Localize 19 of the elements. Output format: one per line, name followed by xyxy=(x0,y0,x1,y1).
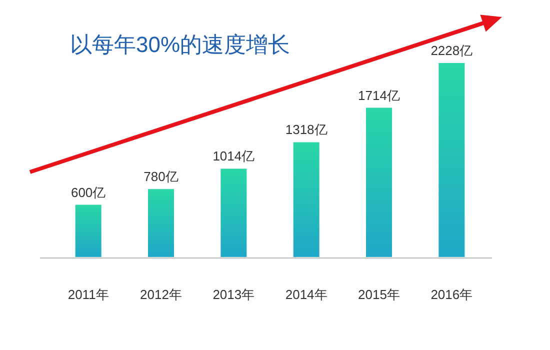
x-tick-label: 2015年 xyxy=(358,287,400,302)
bar xyxy=(438,63,465,257)
data-label: 1714亿 xyxy=(358,88,400,103)
x-tick-label: 2014年 xyxy=(285,287,328,302)
data-label: 1318亿 xyxy=(285,122,328,138)
data-label: 1014亿 xyxy=(212,148,255,164)
x-tick-label: 2012年 xyxy=(140,287,182,302)
bar xyxy=(148,189,174,257)
bar xyxy=(220,168,247,257)
bar xyxy=(366,108,392,257)
data-label: 600亿 xyxy=(70,184,106,200)
x-tick-label: 2011年 xyxy=(68,287,109,302)
chart-title: 以每年30%的速度增长 xyxy=(70,32,290,57)
x-tick-label: 2013年 xyxy=(212,287,255,302)
data-label: 780亿 xyxy=(144,169,178,184)
data-label: 2228亿 xyxy=(430,43,473,58)
bar xyxy=(75,204,102,257)
x-tick-label: 2016年 xyxy=(430,287,473,302)
bar xyxy=(293,142,320,257)
